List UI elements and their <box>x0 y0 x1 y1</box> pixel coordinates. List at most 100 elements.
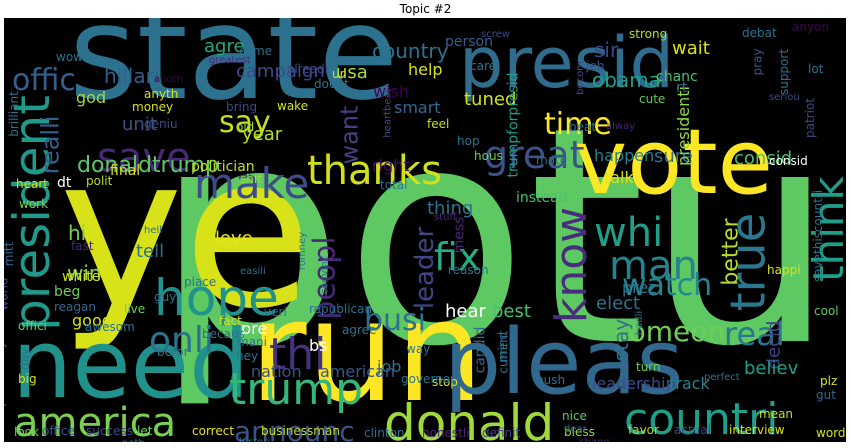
word-bring: bring <box>226 100 258 114</box>
word-watch: watch <box>622 268 713 303</box>
word-becom: becom <box>574 61 586 95</box>
word-beat: beat <box>569 120 597 134</box>
word-screw: screw <box>481 29 510 40</box>
word-run: run <box>249 271 485 434</box>
word-happen: happen <box>594 146 655 165</box>
word-busi: busi <box>364 303 427 338</box>
word-make: make <box>194 159 310 208</box>
word-greatest: greatest <box>209 55 251 66</box>
word-polit: polit <box>86 174 113 188</box>
word-stay: stay <box>609 318 634 362</box>
word-hop: hop <box>457 134 480 148</box>
word-old: old <box>236 120 255 134</box>
word-offici: offici <box>18 319 47 333</box>
word-actual: actual <box>674 423 711 437</box>
word-beg: beg <box>54 284 81 300</box>
word-politician: politician <box>191 159 255 175</box>
word-person: person <box>445 34 493 50</box>
word-hope: hope <box>154 269 279 327</box>
word-guy: guy <box>154 290 177 304</box>
word-pray: pray <box>750 48 765 76</box>
word-dt: dt <box>57 175 72 191</box>
word-god: god <box>76 88 107 107</box>
word-real: real <box>724 315 785 353</box>
word-world: world <box>4 277 11 311</box>
word-governor: governor <box>401 372 456 386</box>
word-day: day <box>18 347 33 371</box>
word-save: save <box>97 135 191 181</box>
word-know: know <box>546 206 598 324</box>
word-year: year <box>242 124 283 145</box>
word-way: way <box>406 342 431 356</box>
word-campaign: campaign <box>236 61 325 82</box>
word-cool: cool <box>814 304 839 318</box>
word-businessman: businessman <box>261 424 340 438</box>
word-agre: agre <box>204 36 245 57</box>
word-hell: hell <box>144 225 163 236</box>
word-chanc: chanc <box>656 69 698 85</box>
word-romney: romney <box>297 231 309 271</box>
word-fast: fast <box>71 239 94 253</box>
word-brilliant: brilliant <box>6 91 21 137</box>
word-presidency: presidency <box>4 341 7 407</box>
word-mean: mean <box>759 407 794 421</box>
word-potu: potu <box>154 63 836 412</box>
word-sure: sure <box>654 146 693 167</box>
word-hillari: hillari <box>104 64 160 88</box>
word-plz: plz <box>820 374 838 388</box>
word-love: love <box>215 228 253 249</box>
word-good: good <box>72 311 112 330</box>
word-final: final <box>110 163 141 179</box>
word-badli: badli <box>634 310 646 336</box>
word-whi: whi <box>594 210 664 256</box>
word-instead: instead <box>516 190 568 206</box>
word-man: man <box>609 243 698 289</box>
word-turn: turn <box>636 360 661 374</box>
word-heart: heart <box>16 177 48 191</box>
word-befor: befor <box>157 345 189 359</box>
word-veri: veri <box>264 305 287 319</box>
word-tuned: tuned <box>464 89 517 110</box>
word-elect: elect <box>596 293 641 314</box>
word-hey: hey <box>236 349 259 363</box>
word-consid: consid <box>734 148 793 169</box>
word-come: come <box>239 44 273 58</box>
word-big: big <box>18 372 37 386</box>
word-patriot: patriot <box>803 98 817 138</box>
word-awesom: awesom <box>85 320 135 334</box>
word-total: total <box>380 178 408 192</box>
word-talk: talk <box>604 168 634 187</box>
word-dear: dear <box>564 424 587 435</box>
word-nation: nation <box>251 362 302 381</box>
word-thi: thi <box>269 329 327 380</box>
word-work: work <box>19 197 49 211</box>
word-tell: tell <box>136 241 165 262</box>
word-alway: alway <box>606 121 636 132</box>
word-wish: wish <box>373 82 410 101</box>
word-money: money <box>132 100 174 114</box>
word-leadership: leadership <box>592 374 676 393</box>
word-feel: feel <box>427 117 450 131</box>
word-seriou: seriou <box>769 92 800 103</box>
word-best: best <box>492 301 531 322</box>
word-obama: obama <box>592 68 661 92</box>
word-need: need <box>12 310 250 420</box>
word-white: white <box>62 269 101 285</box>
word-vote: vote <box>574 110 773 215</box>
word-wow: wow <box>56 50 83 64</box>
word-gut: gut <box>816 388 836 402</box>
word-shit: shit <box>240 172 262 186</box>
word-better: better <box>718 218 744 286</box>
word-correct: correct <box>192 424 235 438</box>
word-place: place <box>184 275 217 289</box>
word-donald: donald <box>384 394 555 442</box>
word-america: america <box>14 400 177 442</box>
word-anoth: anoth <box>154 74 183 85</box>
word-let: let <box>137 424 153 438</box>
word-anyth: anyth <box>144 87 179 101</box>
word-candid: candid <box>472 326 489 374</box>
word-announc: announc <box>234 415 355 443</box>
word-happi: happi <box>767 263 801 277</box>
word-great: great <box>484 133 585 177</box>
word-smart: smart <box>394 98 441 117</box>
